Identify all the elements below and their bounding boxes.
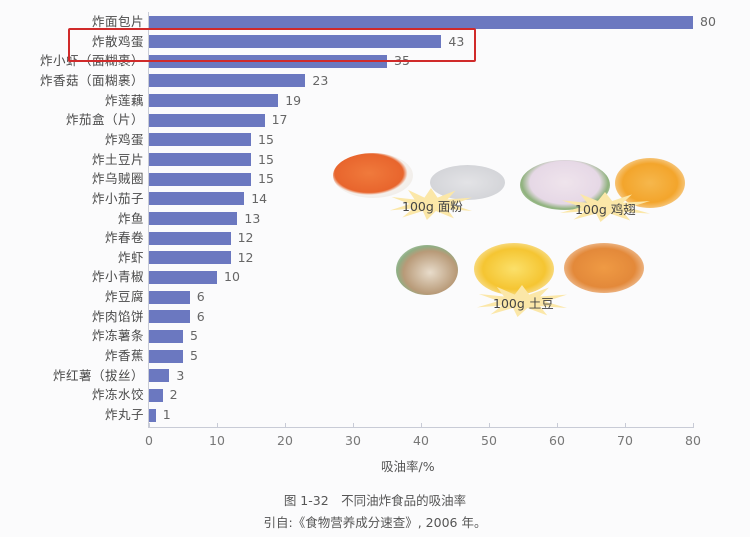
value-label: 14 [251, 190, 268, 206]
x-tick [693, 423, 694, 428]
bar [149, 192, 245, 206]
category-label: 炸面包片 [91, 14, 144, 29]
value-label: 17 [271, 112, 288, 128]
value-label: 5 [190, 348, 198, 364]
bar [149, 153, 251, 167]
category-label: 炸红薯（拔丝） [52, 367, 144, 383]
illustration-label: 100g 土豆 [493, 296, 554, 311]
bar [149, 290, 190, 304]
value-label: 43 [448, 33, 465, 49]
flour-image [430, 165, 505, 200]
bar [149, 329, 183, 343]
x-tick [285, 423, 286, 428]
category-label: 炸肉馅饼 [91, 308, 144, 324]
category-label: 炸春卷 [104, 230, 144, 246]
x-tick [217, 423, 218, 428]
x-tick [353, 423, 354, 428]
category-label: 炸丸子 [104, 407, 144, 422]
category-label: 炸小青椒 [91, 269, 144, 285]
x-tick-label: 0 [145, 433, 153, 448]
value-label: 12 [237, 230, 254, 246]
category-label: 炸莲藕 [104, 92, 144, 108]
figure-caption: 图 1-32 不同油炸食品的吸油率 [283, 493, 467, 508]
value-label: 3 [176, 367, 185, 383]
category-label: 炸土豆片 [91, 151, 144, 167]
bar [149, 133, 251, 147]
x-tick-label: 80 [685, 433, 701, 448]
fried-wing-image [615, 158, 685, 208]
x-tick [557, 423, 558, 428]
bar [149, 270, 217, 284]
bar [149, 74, 306, 88]
category-label: 炸冻薯条 [91, 328, 144, 344]
bar [149, 231, 231, 245]
x-tick-label: 10 [209, 433, 225, 448]
category-label: 炸豆腐 [104, 289, 144, 305]
x-tick [625, 423, 626, 428]
bar [149, 369, 170, 383]
bar [149, 349, 183, 363]
category-label: 炸乌贼圈 [91, 171, 144, 187]
value-label: 80 [700, 14, 716, 29]
bar [149, 113, 265, 127]
bar [149, 15, 693, 29]
illustration-label: 100g 鸡翅 [575, 202, 636, 217]
x-tick-label: 60 [549, 433, 565, 448]
category-label: 炸香菇（面糊裹） [39, 72, 144, 88]
value-label: 6 [196, 289, 205, 305]
highlight-box [68, 28, 476, 62]
category-label: 炸虾 [117, 249, 144, 265]
x-tick-label: 50 [481, 433, 497, 448]
x-axis-title: 吸油率/% [381, 459, 435, 474]
x-tick [149, 423, 150, 428]
x-tick [421, 423, 422, 428]
bar [149, 408, 156, 422]
category-label: 炸散鸡蛋 [91, 33, 144, 49]
category-label: 炸冻水饺 [91, 387, 144, 403]
bar [149, 388, 163, 402]
x-tick-label: 30 [345, 433, 361, 448]
bar [149, 251, 231, 265]
value-label: 10 [224, 269, 240, 285]
x-tick-label: 20 [277, 433, 293, 448]
x-tick-label: 70 [617, 433, 633, 448]
category-label: 炸鸡蛋 [104, 131, 144, 147]
illustration-label: 100g 面粉 [402, 199, 463, 214]
figure-source: 引自:《食物营养成分速查》, 2006 年。 [263, 515, 487, 530]
bar [149, 35, 442, 49]
value-label: 1 [162, 407, 171, 422]
value-label: 12 [237, 249, 254, 265]
value-label: 15 [258, 171, 274, 187]
y-axis-line [148, 12, 149, 428]
value-label: 13 [244, 210, 261, 226]
category-label: 炸香蕉 [104, 348, 144, 364]
potato-shreds-image [564, 243, 644, 293]
x-tick-label: 40 [413, 433, 429, 448]
category-label: 炸小茄子 [91, 190, 144, 206]
value-label: 15 [258, 151, 274, 167]
bar [149, 172, 251, 186]
potato-slices-image [474, 243, 554, 295]
value-label: 2 [169, 387, 178, 403]
value-label: 19 [285, 92, 302, 108]
bar [149, 310, 190, 324]
value-label: 23 [312, 72, 329, 88]
x-tick [489, 423, 490, 428]
value-label: 5 [190, 328, 198, 344]
potato-image [396, 245, 458, 295]
category-label: 炸鱼 [117, 210, 144, 226]
value-label: 15 [258, 131, 274, 147]
bar [149, 212, 238, 225]
fried-food-image [333, 153, 413, 198]
value-label: 6 [196, 308, 205, 324]
bar [149, 94, 279, 108]
category-label: 炸茄盒（片） [65, 112, 144, 128]
